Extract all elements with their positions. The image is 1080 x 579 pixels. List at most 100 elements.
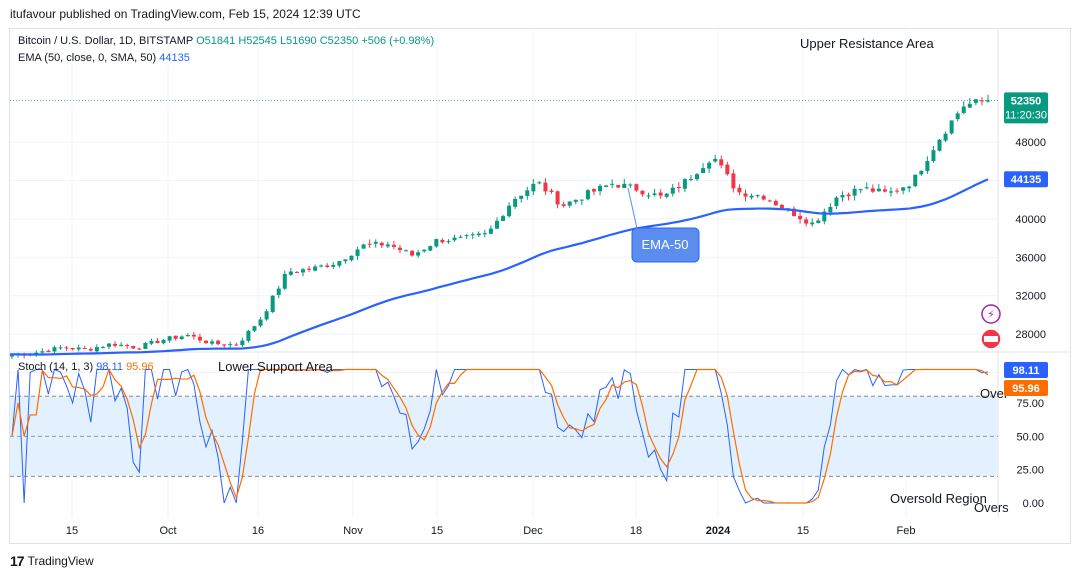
candle-body [646, 195, 651, 197]
candle-body [355, 249, 360, 256]
candle-body [100, 347, 105, 349]
candle-body [822, 211, 827, 222]
candle-body [525, 190, 530, 196]
candle-body [973, 99, 978, 103]
candle-body [889, 191, 894, 193]
candle-body [282, 273, 287, 289]
candle-body [40, 351, 45, 353]
candle-body [555, 191, 560, 205]
annotations: Upper Resistance Area Lower Support Area O… [218, 36, 1009, 515]
oversold-region-label: Oversold Region [890, 491, 987, 506]
candle-body [919, 170, 924, 175]
candle-body [864, 187, 869, 189]
candle-body [422, 249, 427, 252]
candle-body [452, 237, 457, 241]
candle-body [440, 239, 445, 243]
candle-body [319, 265, 324, 267]
candle-body [604, 185, 609, 187]
candle-body [476, 233, 481, 236]
candle-body [858, 189, 863, 191]
candle-body [106, 343, 111, 347]
candle-body [276, 288, 281, 295]
candle-body [773, 200, 778, 206]
candle-body [410, 250, 415, 256]
ema-badge [1004, 171, 1048, 188]
candle-body [979, 100, 984, 102]
candle-body [76, 347, 81, 350]
overbought-label-clipped: Over [980, 386, 1009, 401]
candle-body [598, 185, 603, 192]
candle-body [943, 133, 948, 141]
candle-body [876, 188, 881, 192]
candle-body [798, 215, 803, 220]
candle-body [203, 340, 208, 344]
candle-body [325, 265, 330, 268]
stoch-tick-label: 75.00 [1016, 398, 1044, 410]
candle-body [670, 187, 675, 194]
stoch-k-badge [1004, 362, 1048, 378]
candle-body [501, 216, 506, 222]
candle-body [385, 244, 390, 247]
candle-body [337, 261, 342, 266]
candle-body [464, 235, 469, 237]
lightning-icon [981, 304, 1001, 324]
time-tick-label: Feb [897, 525, 916, 537]
upper-resistance-label: Upper Resistance Area [800, 36, 934, 51]
candle-body [852, 188, 857, 196]
candle-body [246, 330, 251, 341]
candle-body [804, 219, 809, 224]
candle-body [834, 197, 839, 207]
candle-body [949, 120, 954, 134]
candle-body [937, 139, 942, 151]
time-tick-label: 15 [797, 525, 809, 537]
ema-callout-box [631, 227, 700, 263]
ema-50-line [10, 178, 989, 356]
legend-ema: EMA (50, close, 0, SMA, 50) 44135 [18, 52, 190, 64]
legend-symbol: Bitcoin / U.S. Dollar, 1D, BITSTAMP [18, 35, 194, 47]
time-tick-label: 16 [252, 525, 264, 537]
footer[interactable]: 17 TradingView [10, 553, 94, 569]
ema-callout-label: EMA-50 [642, 237, 689, 252]
time-tick-label: 2024 [706, 525, 731, 537]
legend-stoch-d: 95.96 [126, 361, 154, 373]
candle-body [270, 295, 275, 312]
tradingview-logo-icon: 17 [10, 553, 25, 569]
candle-body [234, 344, 239, 346]
candle-body [731, 173, 736, 189]
candles [10, 94, 990, 360]
candle-body [488, 228, 493, 234]
time-tick-label: Dec [523, 525, 543, 537]
legend-stoch-k: 98.11 [96, 361, 123, 373]
publisher-line: itufavour published on TradingView.com, … [10, 7, 361, 21]
candle-body [761, 195, 766, 200]
candle-body [658, 192, 663, 196]
candle-body [446, 241, 451, 243]
candle-body [585, 190, 590, 200]
candle-body [840, 195, 845, 198]
candle-body [313, 266, 318, 271]
price-tick-label: 32000 [1015, 291, 1046, 303]
legend-high: H52545 [238, 35, 277, 47]
candle-body [507, 205, 512, 217]
candle-body [616, 185, 621, 188]
stoch-d-line [11, 368, 989, 504]
lightning-icon-glyph: ⚡ [987, 308, 995, 321]
candle-body [961, 106, 966, 113]
price-tick-label: 28000 [1015, 329, 1046, 341]
price-tick-label: 40000 [1015, 214, 1046, 226]
candle-body [767, 200, 772, 202]
time-tick-label: 15 [66, 525, 78, 537]
candle-body [688, 178, 693, 180]
candle-body [161, 339, 166, 344]
candle-body [155, 340, 160, 344]
candle-body [228, 344, 233, 346]
candle-body [743, 193, 748, 197]
candle-body [561, 204, 566, 206]
ema-badge-value: 44135 [1011, 174, 1042, 186]
candle-body [10, 355, 14, 357]
candle-body [628, 184, 633, 186]
candle-body [113, 343, 118, 346]
candle-body [46, 350, 51, 353]
candle-body [252, 326, 257, 331]
